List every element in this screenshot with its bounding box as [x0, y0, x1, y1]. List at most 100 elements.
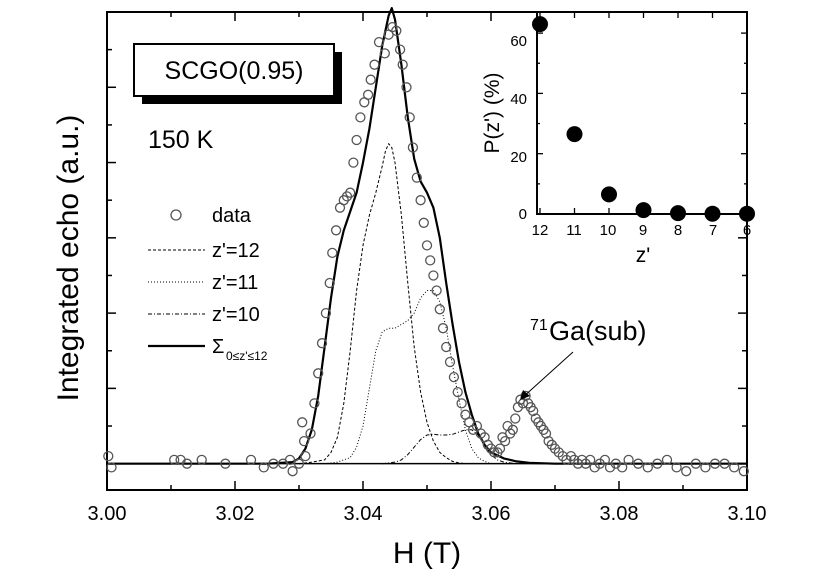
data-point	[456, 398, 467, 409]
sample-label: SCGO(0.95)	[165, 57, 304, 85]
data-point	[700, 462, 711, 473]
data-point	[437, 323, 449, 334]
data-point	[258, 462, 269, 473]
data-point	[543, 435, 554, 447]
data-point	[428, 270, 439, 281]
data-point	[617, 462, 628, 473]
series-line-z10	[382, 429, 517, 465]
data-point	[245, 454, 257, 466]
data-point	[661, 454, 673, 466]
data-point	[327, 247, 338, 259]
data-point	[719, 458, 730, 469]
data-point	[652, 458, 663, 469]
data-point	[169, 454, 180, 466]
temperature-label: 150 K	[148, 126, 214, 154]
inset-x-tick-label: 10	[600, 222, 617, 239]
data-point	[623, 454, 634, 466]
data-point	[418, 217, 429, 228]
data-point	[452, 386, 463, 398]
data-point	[494, 443, 506, 454]
data-point	[499, 435, 511, 447]
inset-data-point	[532, 16, 548, 33]
data-point	[404, 112, 415, 123]
data-point	[373, 36, 385, 48]
legend-label-sum: Σ	[212, 336, 224, 358]
inset-data-point	[670, 205, 686, 222]
inset-data-point	[566, 126, 583, 143]
x-tick-label: 3.00	[88, 503, 127, 525]
data-points-layer	[103, 21, 749, 477]
data-point	[379, 48, 390, 59]
data-point	[355, 112, 366, 123]
data-point	[330, 225, 342, 236]
data-point	[106, 462, 117, 473]
data-point	[425, 255, 436, 266]
x-tick-label: 3.08	[600, 503, 639, 525]
data-point	[313, 368, 324, 379]
data-point	[345, 187, 356, 198]
data-point	[434, 304, 445, 315]
main-series-layer	[107, 7, 747, 465]
inset-x-tick-label: 6	[743, 222, 751, 239]
inset-x-tick-label: 8	[674, 222, 682, 239]
data-point	[415, 195, 426, 206]
x-tick-label: 3.06	[472, 503, 511, 525]
data-point	[604, 462, 616, 473]
data-point	[298, 435, 310, 447]
x-tick-label: 3.10	[728, 503, 767, 525]
inset-data-point	[739, 205, 755, 222]
data-point	[324, 277, 335, 289]
inset-y-tick-label: 0	[519, 206, 527, 223]
inset-data-point	[601, 186, 617, 203]
inset-x-tick-label: 7	[709, 222, 717, 239]
data-point	[569, 454, 580, 466]
series-line-z11	[324, 290, 492, 465]
y-axis-title: Integrated echo (a.u.)	[52, 115, 85, 402]
data-point	[576, 454, 588, 466]
data-point	[181, 458, 193, 469]
legend-label-z12: z'=12	[212, 240, 260, 262]
data-point	[441, 341, 452, 353]
data-point	[297, 417, 308, 428]
data-point	[549, 443, 561, 454]
inset-points-layer	[532, 16, 755, 222]
data-point	[528, 405, 539, 417]
data-point	[365, 74, 376, 85]
data-point	[431, 285, 442, 296]
data-point	[589, 462, 600, 473]
data-point	[411, 172, 422, 183]
data-point	[599, 454, 611, 466]
sample-label-box	[133, 43, 335, 97]
data-point	[557, 450, 568, 462]
legend: data z'=12 z'=11 z'=10 Σ 0≤z'≤12	[148, 205, 268, 363]
legend-label-sum-sub: 0≤z'≤12	[226, 349, 268, 363]
data-point	[444, 356, 456, 368]
legend-label-z11: z'=11	[212, 272, 258, 294]
inset-x-tick-label: 9	[639, 222, 647, 239]
data-point	[729, 462, 740, 473]
data-point	[309, 398, 320, 409]
inset-x-tick-label: 12	[532, 222, 549, 239]
data-point	[502, 420, 513, 432]
legend-marker-data	[170, 209, 182, 221]
data-point	[320, 307, 332, 319]
data-point	[671, 462, 682, 473]
data-point	[351, 134, 362, 146]
data-point	[585, 454, 596, 466]
data-point	[690, 458, 701, 469]
data-point	[738, 466, 749, 477]
inset-data-point	[704, 205, 721, 222]
data-point	[362, 89, 374, 100]
data-point	[520, 390, 531, 402]
inset-x-tick-label: 11	[566, 222, 582, 239]
data-point	[421, 240, 433, 251]
inset-data-point	[635, 202, 652, 219]
data-point	[293, 458, 305, 469]
annotation-superscript: 71	[530, 317, 548, 334]
inset-y-tick-label: 40	[510, 91, 527, 108]
data-point	[448, 371, 460, 383]
data-point	[220, 458, 231, 469]
x-axis-title: H (T)	[393, 537, 461, 570]
data-point	[348, 157, 359, 168]
